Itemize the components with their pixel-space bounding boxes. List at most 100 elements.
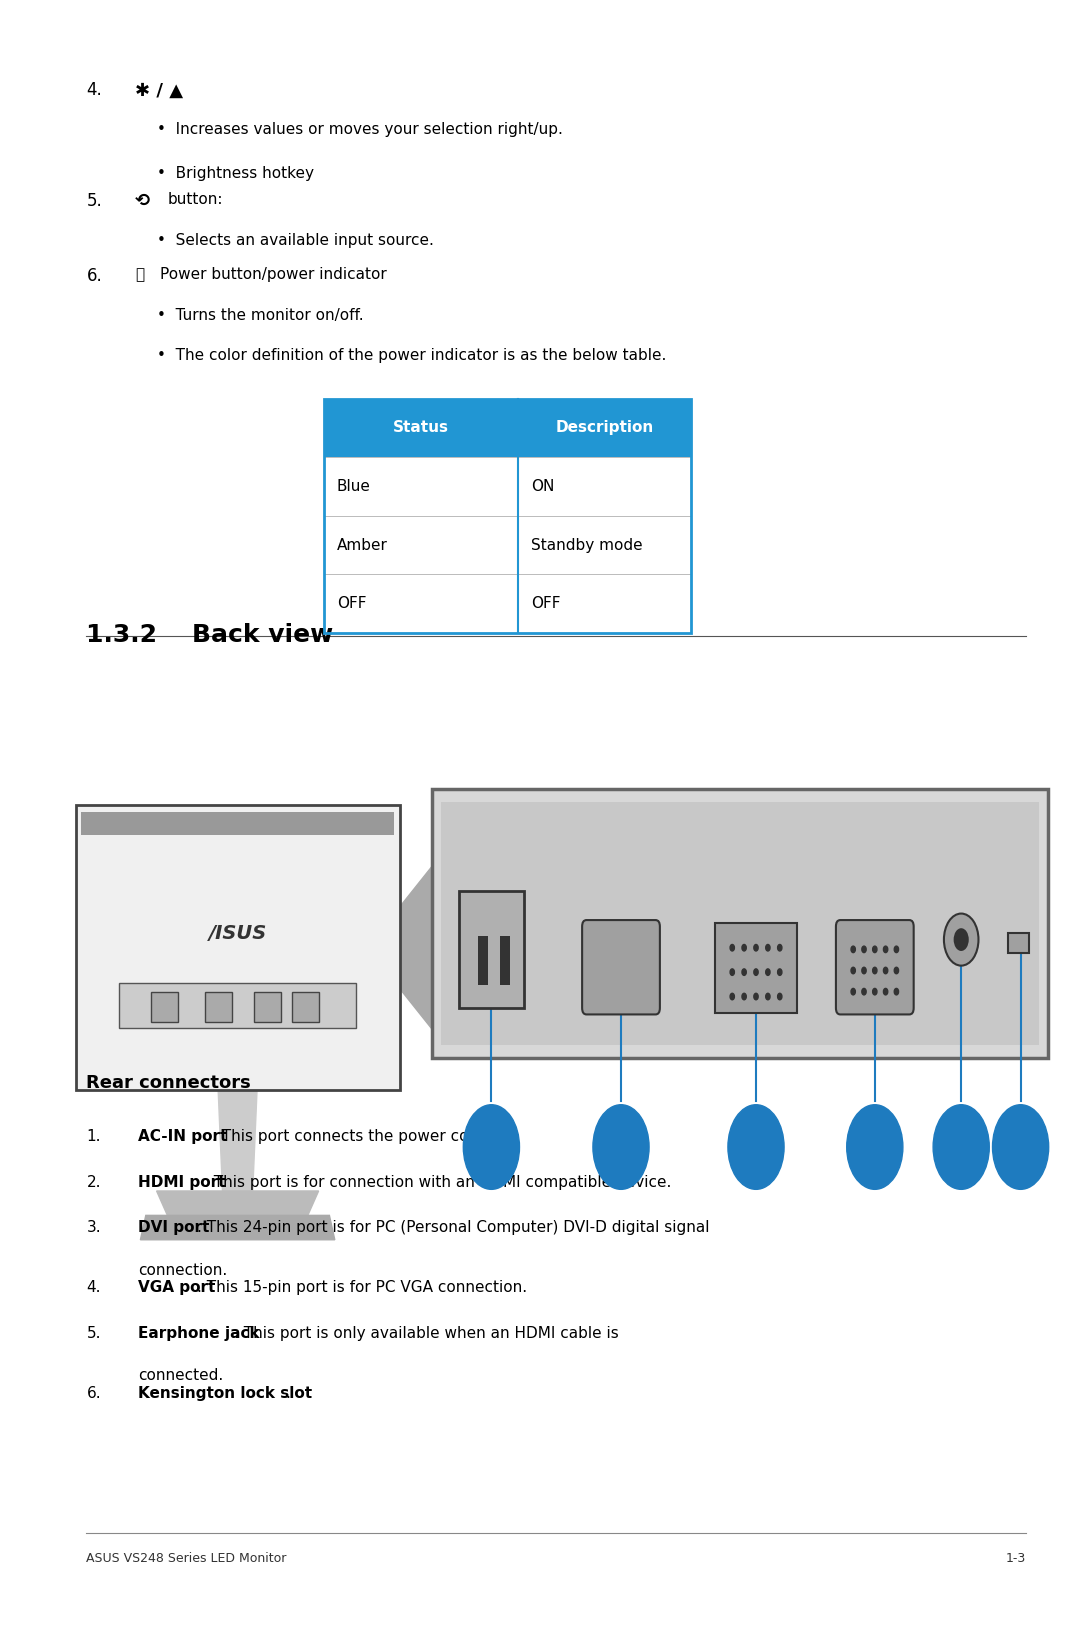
Bar	[292, 992, 319, 1022]
Text: OFF: OFF	[531, 595, 561, 612]
Bar	[324, 516, 691, 574]
Text: 1.3.2    Back view: 1.3.2 Back view	[86, 623, 334, 648]
Text: Description: Description	[556, 420, 653, 436]
Circle shape	[766, 992, 770, 999]
Bar	[459, 892, 524, 1009]
Bar	[324, 399, 691, 457]
Text: ♪: ♪	[959, 825, 963, 835]
Circle shape	[894, 966, 899, 973]
Circle shape	[742, 970, 746, 976]
Text: . This port is only available when an HDMI cable is: . This port is only available when an HD…	[233, 1326, 619, 1341]
FancyBboxPatch shape	[582, 921, 660, 1015]
Text: 2.: 2.	[86, 1175, 100, 1189]
Text: 2: 2	[616, 1139, 626, 1155]
Text: 4.: 4.	[86, 81, 103, 99]
Circle shape	[778, 992, 782, 999]
Bar	[81, 812, 394, 835]
Text: Power button/power indicator: Power button/power indicator	[160, 267, 387, 281]
Polygon shape	[367, 846, 448, 1049]
Text: •  Turns the monitor on/off.: • Turns the monitor on/off.	[157, 308, 363, 322]
Circle shape	[847, 1105, 903, 1189]
Circle shape	[993, 1105, 1049, 1189]
Text: AC-IN port: AC-IN port	[138, 1129, 228, 1144]
Text: •  Selects an available input source.: • Selects an available input source.	[157, 233, 433, 247]
Text: Rear connectors: Rear connectors	[86, 1074, 252, 1092]
Text: •  The color definition of the power indicator is as the below table.: • The color definition of the power indi…	[157, 348, 666, 363]
Bar	[324, 399, 691, 633]
Text: . This 15-pin port is for PC VGA connection.: . This 15-pin port is for PC VGA connect…	[197, 1280, 527, 1295]
Circle shape	[728, 1105, 784, 1189]
Text: 3: 3	[751, 1139, 761, 1155]
Text: 3.: 3.	[86, 1220, 102, 1235]
Bar	[205, 992, 232, 1022]
Circle shape	[933, 1105, 989, 1189]
Text: •  Brightness hotkey: • Brightness hotkey	[157, 166, 313, 181]
Circle shape	[954, 927, 969, 950]
Text: HDMI port: HDMI port	[138, 1175, 226, 1189]
Circle shape	[463, 1105, 519, 1189]
Text: 4.: 4.	[86, 1280, 100, 1295]
Circle shape	[766, 944, 770, 950]
Circle shape	[754, 992, 758, 999]
Circle shape	[593, 1105, 649, 1189]
Circle shape	[944, 914, 978, 966]
Circle shape	[862, 966, 866, 973]
Circle shape	[883, 947, 888, 953]
Circle shape	[873, 966, 877, 973]
Text: HDMI: HDMI	[611, 825, 631, 835]
Bar	[478, 937, 488, 986]
Text: connected.: connected.	[138, 1368, 224, 1383]
Text: 5: 5	[956, 1139, 967, 1155]
Bar	[151, 992, 178, 1022]
Circle shape	[742, 992, 746, 999]
Bar	[441, 802, 1039, 1045]
Text: 6: 6	[1015, 1139, 1026, 1155]
Bar	[324, 574, 691, 633]
Text: •  Increases values or moves your selection right/up.: • Increases values or moves your selecti…	[157, 122, 563, 137]
Text: 6.: 6.	[86, 267, 103, 285]
Text: Earphone jack: Earphone jack	[138, 1326, 260, 1341]
Circle shape	[754, 970, 758, 976]
Text: ⏻: ⏻	[135, 267, 144, 281]
Text: VGA: VGA	[866, 825, 883, 835]
Polygon shape	[140, 1215, 335, 1240]
Bar	[715, 924, 797, 1012]
Text: 1-3: 1-3	[1005, 1552, 1026, 1565]
Text: ASUS VS248 Series LED Monitor: ASUS VS248 Series LED Monitor	[86, 1552, 287, 1565]
Circle shape	[851, 947, 855, 953]
Text: . This port is for connection with an HDMI compatible device.: . This port is for connection with an HD…	[204, 1175, 672, 1189]
Bar	[76, 805, 400, 1090]
Circle shape	[894, 989, 899, 996]
Text: VGA port: VGA port	[138, 1280, 216, 1295]
Text: connection.: connection.	[138, 1263, 228, 1277]
Text: Standby mode: Standby mode	[531, 537, 643, 553]
Text: 5.: 5.	[86, 1326, 100, 1341]
Circle shape	[742, 944, 746, 950]
Bar	[1008, 934, 1029, 953]
Circle shape	[778, 944, 782, 950]
Polygon shape	[218, 1090, 257, 1191]
Bar	[254, 992, 281, 1022]
Text: . This 24-pin port is for PC (Personal Computer) DVI-D digital signal: . This 24-pin port is for PC (Personal C…	[197, 1220, 710, 1235]
Text: OFF: OFF	[337, 595, 366, 612]
Circle shape	[873, 947, 877, 953]
Text: 6.: 6.	[86, 1386, 102, 1401]
Polygon shape	[157, 1191, 319, 1215]
Text: Blue: Blue	[337, 478, 370, 495]
Bar	[500, 937, 510, 986]
Circle shape	[730, 970, 734, 976]
Text: . This port connects the power cord.: . This port connects the power cord.	[212, 1129, 489, 1144]
Text: 4: 4	[869, 1139, 880, 1155]
Circle shape	[851, 989, 855, 996]
Circle shape	[883, 966, 888, 973]
Text: Amber: Amber	[337, 537, 388, 553]
Text: .: .	[285, 1386, 291, 1401]
Text: ⟲: ⟲	[135, 192, 150, 210]
Bar	[324, 457, 691, 516]
Text: 5.: 5.	[86, 192, 103, 210]
Text: 1.: 1.	[86, 1129, 100, 1144]
Bar	[432, 789, 1048, 1058]
Circle shape	[894, 947, 899, 953]
FancyBboxPatch shape	[836, 921, 914, 1015]
Text: button:: button:	[167, 192, 222, 207]
